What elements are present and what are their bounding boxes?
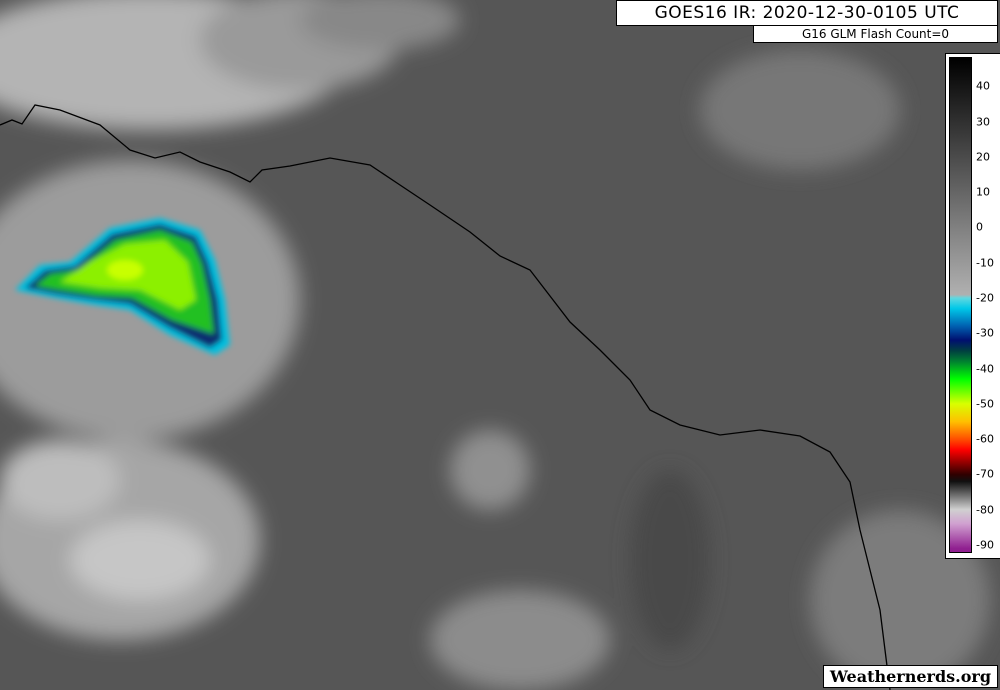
colorbar-tick-label: -50: [976, 397, 994, 411]
colorbar-tick-label: -90: [976, 538, 994, 552]
colorbar-tick-label: 0: [976, 220, 983, 234]
colorbar-tick-label: 20: [976, 150, 990, 164]
image-title: GOES16 IR: 2020-12-30-0105 UTC: [616, 0, 998, 26]
colorbar-tick-label: -80: [976, 503, 994, 517]
convective-storm: [15, 218, 230, 355]
colorbar-tick-label: -10: [976, 256, 994, 270]
colorbar-gradient: [949, 57, 972, 553]
flash-count-label: G16 GLM Flash Count=0: [753, 25, 998, 43]
border-line: [0, 104, 891, 690]
colorbar-tick-label: -70: [976, 467, 994, 481]
colorbar-tick-label: -60: [976, 432, 994, 446]
colorbar-tick-label: -30: [976, 326, 994, 340]
colorbar-tick-label: -40: [976, 362, 994, 375]
colorbar-tick-label: 10: [976, 185, 990, 199]
colorbar-tick-label: 30: [976, 115, 990, 128]
colorbar-tick-label: -20: [976, 291, 994, 305]
colorbar-tick-label: 40: [976, 79, 990, 93]
credit-label: Weathernerds.org: [822, 665, 998, 688]
temperature-colorbar: 40 30 20 10 0 -10 -20 -30 -40 -50 -60 -70 -80 -90: [945, 53, 1000, 559]
